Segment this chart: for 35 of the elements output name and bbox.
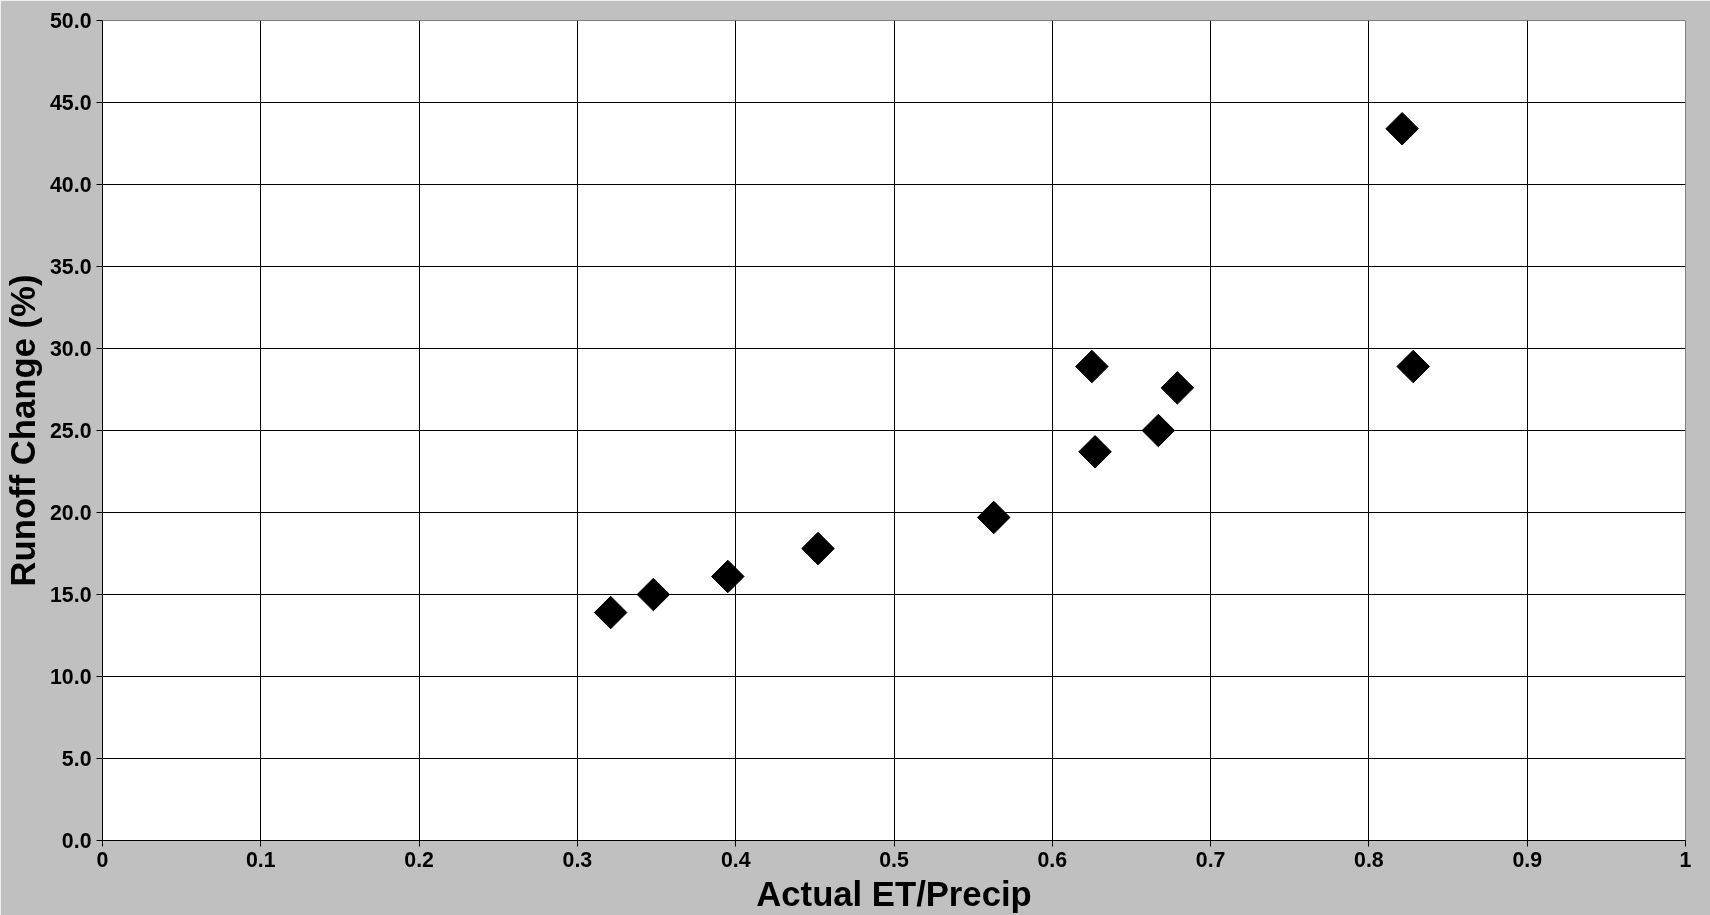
point [1396,349,1430,384]
point [1160,371,1195,405]
point [1141,413,1176,448]
x-tick-label: 0.6 [1037,847,1068,872]
point [1078,435,1112,469]
x-tick-label: 0.7 [1195,847,1226,872]
y-tick-label: 5.0 [61,747,92,771]
y-tick-label: 35.0 [49,255,92,279]
y-tick-label: 25.0 [49,419,92,443]
y-tick-label: 0.0 [61,829,92,853]
y-tick-label: 20.0 [49,501,92,525]
y-tick-label: 30.0 [49,337,92,361]
x-tick-label: 0.2 [404,847,434,872]
point [636,577,671,612]
point [593,595,628,630]
x-tick-label: 0.4 [720,847,751,872]
x-axis-title: Actual ET/Precip [756,874,1032,913]
y-tick-label: 10.0 [49,665,92,689]
point [976,500,1011,535]
x-tick-label: 1 [1679,847,1692,872]
point [801,531,835,566]
point [1385,111,1419,146]
x-tick-label: 0.5 [879,847,909,872]
x-tick-label: 0.3 [562,847,593,872]
y-axis-title: Runoff Change (%) [3,274,42,587]
x-tick-label: 0.1 [245,847,276,872]
y-tick-label: 15.0 [49,583,92,607]
x-tick-label: 0 [96,847,109,872]
x-tick-label: 0.8 [1354,847,1384,872]
point [1075,349,1109,384]
y-tick-label: 40.0 [49,173,92,197]
x-tick-label: 0.9 [1512,847,1543,872]
point [711,559,745,594]
y-tick-label: 45.0 [49,91,92,115]
y-tick-label: 50.0 [49,9,92,33]
